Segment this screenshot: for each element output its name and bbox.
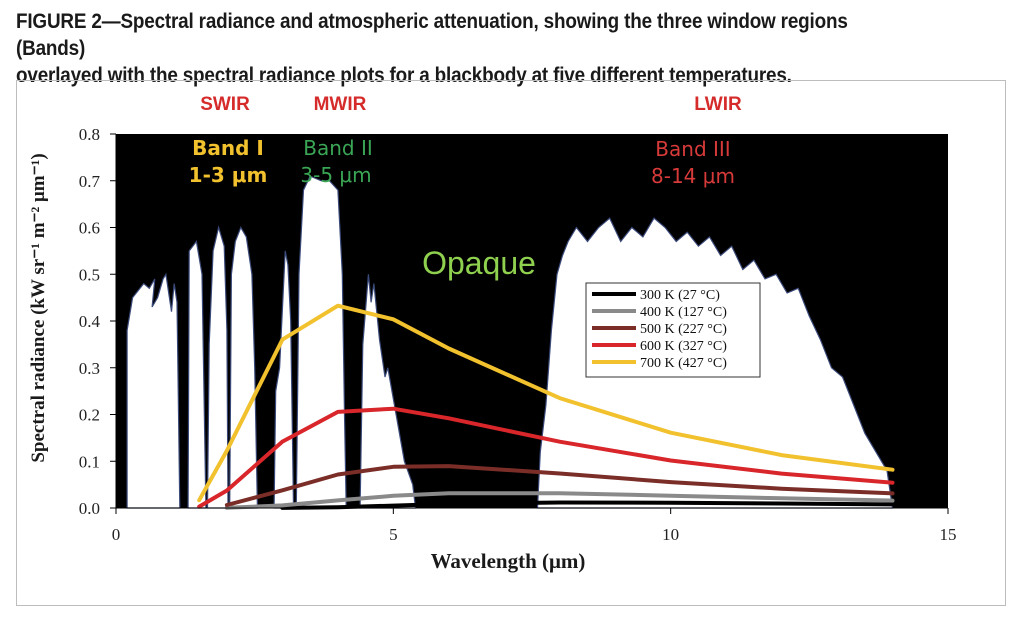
- series-layer: [197, 303, 895, 510]
- figure-caption-line-2: overlayed with the spectral radiance plo…: [16, 64, 792, 87]
- x-tick-label: 10: [662, 525, 679, 544]
- y-ticks: 0.0 0.1 0.2 0.3 0.4 0.5 0.6 0.7 0.8: [79, 125, 116, 518]
- series-line-4: [197, 406, 895, 509]
- legend: 300 K (27 °C) 400 K (127 °C) 500 K (227 °C…: [585, 282, 761, 378]
- x-tick-label: 15: [940, 525, 957, 544]
- band-2-range: 3-5 μm: [300, 163, 371, 187]
- region-label-mwir: MWIR: [314, 94, 367, 115]
- legend-label-2: 400 K (127 °C): [640, 305, 727, 320]
- x-axis-label: Wavelength (μm): [431, 549, 586, 573]
- x-ticks: 0 5 10 15: [112, 508, 957, 544]
- y-tick-label: 0.3: [79, 359, 100, 378]
- series-line-2: [224, 491, 895, 510]
- legend-label-3: 500 K (227 °C): [640, 322, 727, 337]
- y-tick-label: 0.6: [79, 219, 100, 238]
- band-2-name: Band II: [303, 136, 373, 160]
- y-tick-label: 0.2: [79, 406, 100, 425]
- x-tick-label: 5: [389, 525, 398, 544]
- y-tick-label: 0.1: [79, 452, 100, 471]
- region-label-swir: SWIR: [200, 94, 250, 115]
- band-3-range: 8-14 μm: [651, 164, 735, 188]
- series-line-1: [280, 500, 895, 510]
- series-line-5: [197, 303, 895, 503]
- y-tick-label: 0.0: [79, 499, 100, 518]
- y-tick-label: 0.4: [79, 312, 101, 331]
- x-tick-label: 0: [112, 525, 121, 544]
- chart-frame: [16, 80, 1006, 606]
- legend-label-4: 600 K (327 °C): [640, 339, 727, 354]
- transmission-window-1: [126, 272, 181, 509]
- figure-caption-line-1: FIGURE 2—Spectral radiance and atmospher…: [16, 10, 848, 60]
- y-tick-label: 0.5: [79, 265, 100, 284]
- band-1-range: 1-3 μm: [189, 163, 268, 187]
- figure-caption: FIGURE 2—Spectral radiance and atmospher…: [16, 8, 907, 89]
- legend-label-1: 300 K (27 °C): [640, 288, 720, 303]
- series-line-3: [224, 464, 895, 507]
- transmission-window-6: [295, 175, 347, 509]
- opaque-annotation: Opaque: [422, 245, 536, 281]
- region-label-lwir: LWIR: [694, 94, 742, 115]
- transmission-window-7: [359, 274, 417, 509]
- y-axis-label: Spectral radiance (kW sr⁻¹ m⁻² μm⁻¹): [28, 153, 49, 462]
- transmission-window-3: [206, 225, 229, 509]
- band-3-name: Band III: [655, 137, 730, 161]
- y-tick-label: 0.8: [79, 125, 100, 144]
- transmission-window-4: [229, 226, 259, 509]
- legend-items: 300 K (27 °C) 400 K (127 °C) 500 K (227 °C…: [592, 288, 727, 371]
- y-tick-label: 0.7: [79, 172, 101, 191]
- legend-label-5: 700 K (427 °C): [640, 356, 727, 371]
- band-1-name: Band I: [192, 136, 264, 160]
